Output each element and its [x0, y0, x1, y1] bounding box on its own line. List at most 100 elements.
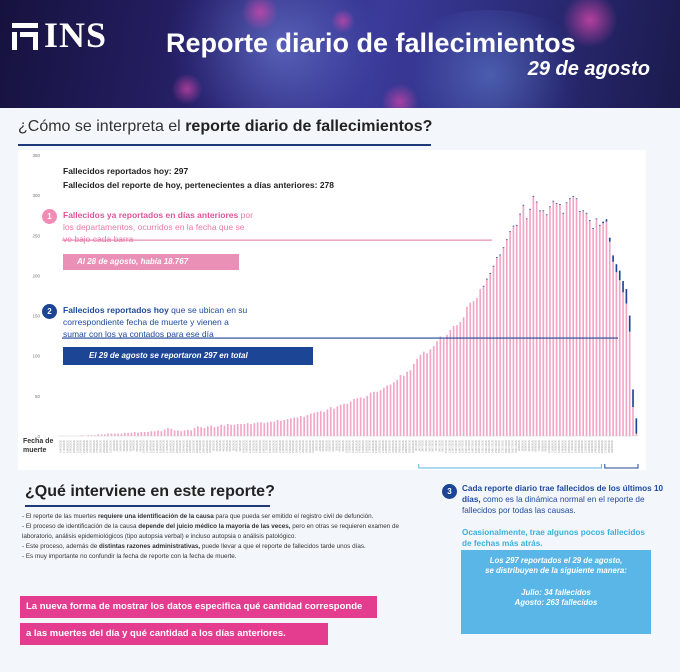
- x-axis-label: Fecha de muerte: [23, 438, 54, 454]
- bar-previous: [582, 211, 585, 436]
- bar-today: [572, 195, 575, 197]
- bar-previous: [356, 398, 359, 436]
- stat-previous-days: Fallecidos del reporte de hoy, perteneci…: [63, 180, 334, 190]
- stat-reported-today: Fallecidos reportados hoy: 297: [63, 166, 189, 176]
- x-tick-label: 23/03/2020: [82, 439, 86, 453]
- bar-previous: [479, 289, 482, 436]
- x-tick-label: 24/07/2020: [491, 439, 495, 453]
- bar-previous: [117, 433, 119, 436]
- x-tick-label: 2/05/2020: [215, 439, 219, 451]
- bar-previous: [339, 404, 342, 436]
- bar-previous: [608, 241, 611, 436]
- x-tick-label: 20/06/2020: [378, 439, 382, 453]
- bar-previous: [216, 426, 219, 436]
- bar-previous: [97, 434, 100, 436]
- x-tick-label: 21/06/2020: [381, 439, 385, 453]
- x-tick-label: 4/06/2020: [324, 439, 328, 451]
- bar-today: [605, 219, 608, 222]
- bar-previous: [469, 302, 472, 436]
- x-tick-label: 13/05/2020: [251, 439, 255, 453]
- x-tick-label: 1/04/2020: [112, 439, 116, 451]
- x-tick-label: 5/05/2020: [225, 439, 229, 451]
- bar-previous: [153, 431, 156, 436]
- section1-underline: [18, 144, 431, 146]
- bar-previous: [482, 286, 485, 436]
- bar-previous: [579, 212, 581, 436]
- x-tick-label: 31/07/2020: [514, 439, 518, 453]
- x-tick-label: 14/06/2020: [358, 439, 362, 453]
- bar-previous: [333, 408, 335, 436]
- bar-today: [625, 289, 628, 304]
- x-tick-label: 7/08/2020: [537, 439, 541, 451]
- x-tick-label: 6/05/2020: [228, 439, 232, 451]
- note2-text: Fallecidos reportados hoy que se ubican …: [63, 305, 248, 339]
- bar-previous: [90, 435, 93, 436]
- bar-previous: [309, 413, 312, 436]
- bar-previous: [137, 432, 139, 436]
- x-tick-label: 20/05/2020: [275, 439, 279, 453]
- bar-today: [585, 212, 588, 214]
- x-tick-label: 13/04/2020: [152, 439, 156, 453]
- x-tick-label: 5/06/2020: [328, 439, 332, 451]
- x-tick-label: 25/07/2020: [494, 439, 498, 453]
- ins-logo-icon: [12, 20, 38, 50]
- bar-previous: [495, 257, 498, 436]
- bar-previous: [276, 419, 279, 436]
- bar-previous: [200, 427, 203, 436]
- bar-previous: [525, 219, 528, 436]
- bar-previous: [572, 196, 575, 436]
- x-tick-label: 26/03/2020: [92, 439, 96, 453]
- bar-previous: [436, 341, 438, 436]
- bar-previous: [163, 429, 166, 436]
- x-tick-label: 4/04/2020: [122, 439, 126, 451]
- x-tick-label: 28/07/2020: [504, 439, 508, 453]
- bar-today: [589, 220, 591, 221]
- bar-today: [602, 221, 604, 224]
- bar-today: [529, 208, 531, 210]
- x-tick-label: 28/04/2020: [202, 439, 206, 453]
- bar-previous: [150, 431, 153, 436]
- x-tick-label: 26/04/2020: [195, 439, 199, 453]
- bar-previous: [369, 392, 372, 436]
- bracket-older-days: [418, 464, 602, 469]
- bar-previous: [187, 429, 189, 436]
- bar-today: [615, 264, 618, 273]
- x-tick-label: 20/07/2020: [477, 439, 481, 453]
- x-tick-label: 14/05/2020: [255, 439, 259, 453]
- bar-today: [489, 273, 492, 274]
- report-title: Reporte diario de fallecimientos: [166, 28, 576, 58]
- x-tick-label: 6/07/2020: [431, 439, 435, 451]
- ins-logo: INS: [12, 14, 107, 56]
- x-tick-label: 25/08/2020: [597, 439, 601, 453]
- bar-previous: [499, 255, 501, 436]
- bar-previous: [489, 273, 492, 436]
- bullet-item: - Este proceso, además de distintas razo…: [22, 543, 366, 550]
- bar-previous: [628, 331, 631, 436]
- x-tick-label: 27/06/2020: [401, 439, 405, 453]
- bar-previous: [492, 266, 495, 436]
- bar-today: [522, 204, 525, 206]
- x-tick-label: 27/08/2020: [603, 439, 607, 453]
- bar-previous: [256, 422, 259, 436]
- bar-previous: [486, 279, 488, 436]
- x-tick-label: 19/08/2020: [577, 439, 581, 453]
- bar-previous: [412, 363, 415, 436]
- bar-previous: [266, 422, 269, 436]
- bar-previous: [313, 412, 315, 436]
- bar-previous: [366, 395, 369, 436]
- x-tick-label: 22/07/2020: [484, 439, 488, 453]
- x-tick-label: 11/04/2020: [145, 439, 149, 452]
- x-tick-label: 26/07/2020: [497, 439, 501, 453]
- x-tick-label: 29/04/2020: [205, 439, 209, 453]
- bar-previous: [402, 375, 405, 436]
- bar-previous: [130, 432, 133, 436]
- bar-previous: [452, 326, 455, 436]
- bar-previous: [529, 209, 531, 436]
- bar-previous: [509, 232, 511, 436]
- x-tick-label: 16/06/2020: [364, 439, 368, 453]
- x-tick-label: 24/06/2020: [391, 439, 395, 453]
- x-tick-label: 8/07/2020: [437, 439, 441, 451]
- x-tick-label: 2/07/2020: [417, 439, 421, 451]
- bar-previous: [243, 423, 246, 436]
- bar-previous: [615, 272, 618, 436]
